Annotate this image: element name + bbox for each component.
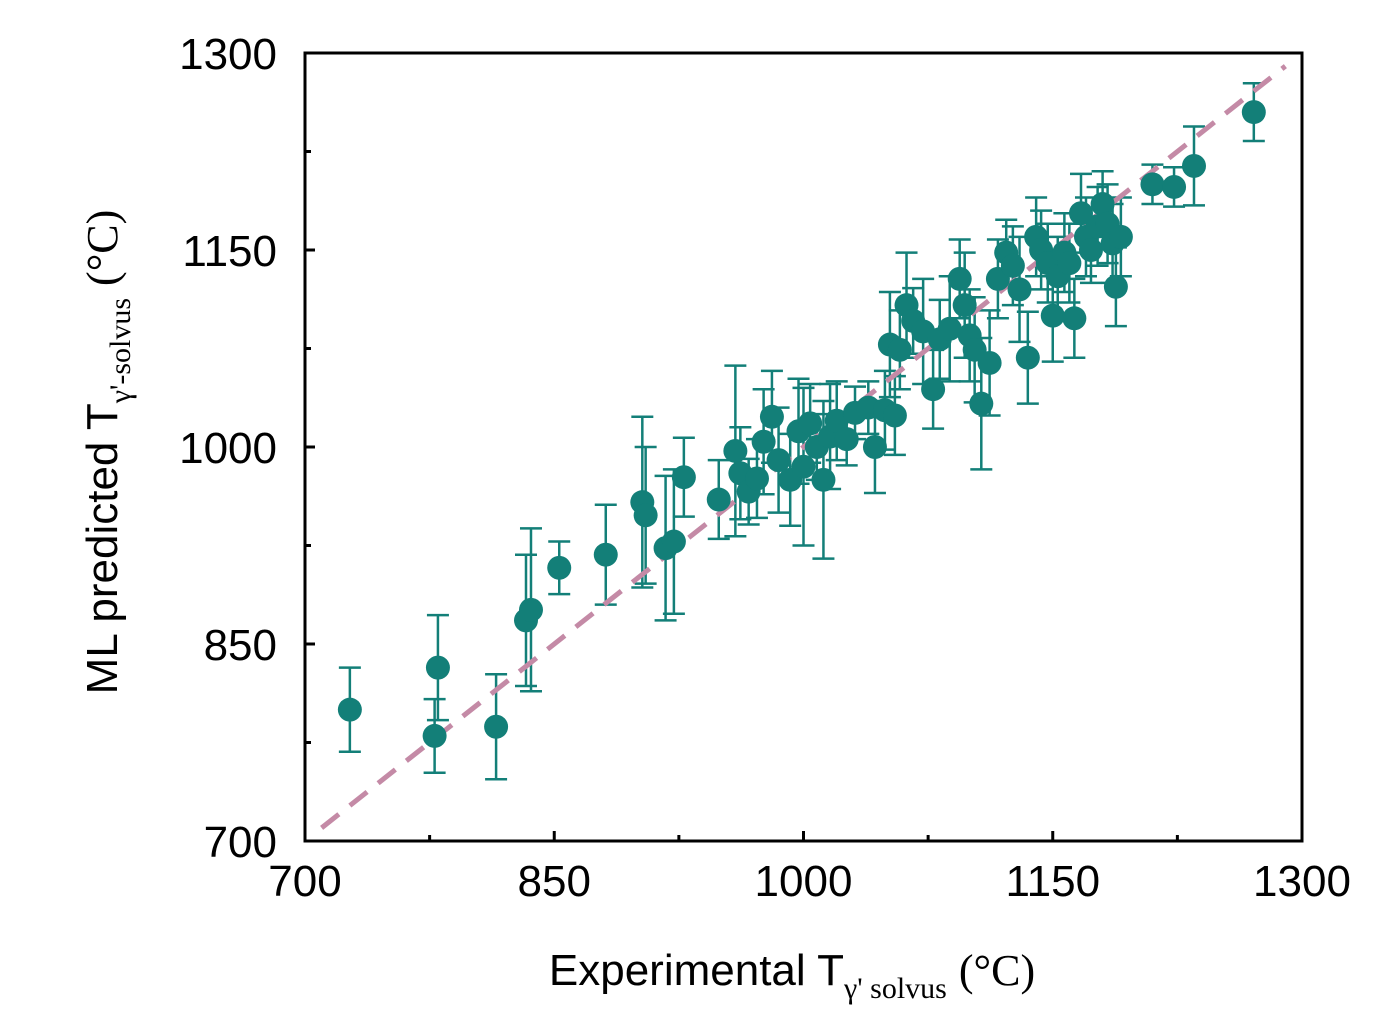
y-tick-label: 1000 <box>179 424 277 473</box>
x-tick-label: 1150 <box>1005 857 1100 906</box>
data-point <box>1057 251 1082 276</box>
data-point <box>969 391 994 416</box>
data-point <box>834 427 859 452</box>
x-tick-label: 850 <box>518 857 591 906</box>
data-point <box>518 597 543 622</box>
x-axis-title-unit: (°C) <box>959 946 1035 995</box>
data-point <box>422 723 447 748</box>
data-point <box>759 404 784 429</box>
data-point <box>1103 274 1128 299</box>
y-tick-label: 1300 <box>179 30 277 79</box>
x-tick-label: 700 <box>268 857 341 906</box>
x-axis-title-main: Experimental T <box>549 946 844 995</box>
data-point <box>337 697 362 722</box>
data-point <box>744 466 769 491</box>
data-point <box>1181 153 1206 178</box>
data-point <box>1078 238 1103 262</box>
data-point <box>425 655 450 680</box>
data-point <box>1007 277 1032 302</box>
x-tick-label: 1000 <box>755 857 853 906</box>
y-tick-label: 700 <box>204 818 277 867</box>
data-point <box>947 266 972 291</box>
data-point <box>751 429 776 454</box>
data-point <box>1000 253 1025 278</box>
data-point <box>824 408 849 433</box>
data-point <box>593 542 618 567</box>
reference-line <box>320 64 1287 830</box>
y-tick-label: 1150 <box>182 227 277 276</box>
data-point <box>723 438 748 463</box>
points-layer <box>337 100 1266 748</box>
data-point <box>766 448 791 473</box>
data-point <box>1108 224 1133 249</box>
ticks-layer: 700 850 1000 1150 1300 700 850 1000 1150 1300 <box>179 30 1351 906</box>
y-axis-title-subscript: γ'-solvus <box>104 298 137 404</box>
data-point <box>1090 192 1115 217</box>
x-axis-title-subscript: γ' solvus <box>843 972 947 1005</box>
data-point <box>671 465 696 490</box>
reference-line-layer <box>320 64 1287 830</box>
y-tick-label: 850 <box>204 621 277 670</box>
data-point <box>1068 201 1093 226</box>
data-point <box>1140 172 1165 197</box>
y-axis-title-main: ML predicted T <box>78 403 127 694</box>
data-point <box>921 377 946 402</box>
x-tick-label: 1300 <box>1253 857 1351 906</box>
x-axis-title: Experimental Tγ' solvus (°C) <box>549 946 1035 1005</box>
data-point <box>547 555 572 580</box>
data-point <box>661 529 686 554</box>
data-point <box>811 467 836 492</box>
data-point <box>1040 303 1065 328</box>
data-point <box>937 316 962 341</box>
data-point <box>952 293 977 318</box>
data-point <box>633 503 658 528</box>
data-point <box>706 487 731 512</box>
data-point <box>798 411 823 436</box>
data-point <box>862 435 887 459</box>
data-point <box>1062 306 1087 331</box>
data-point <box>887 337 912 362</box>
y-axis-title: ML predicted Tγ'-solvus (°C) <box>78 210 137 695</box>
data-point <box>484 714 509 739</box>
data-point <box>977 350 1002 375</box>
y-axis-title-group: ML predicted Tγ'-solvus (°C) <box>78 210 137 695</box>
data-point <box>1162 174 1187 199</box>
data-point <box>882 403 907 428</box>
y-axis-title-unit: (°C) <box>78 210 127 286</box>
data-point <box>791 454 816 479</box>
data-point <box>1015 345 1040 370</box>
data-point <box>1241 100 1266 125</box>
